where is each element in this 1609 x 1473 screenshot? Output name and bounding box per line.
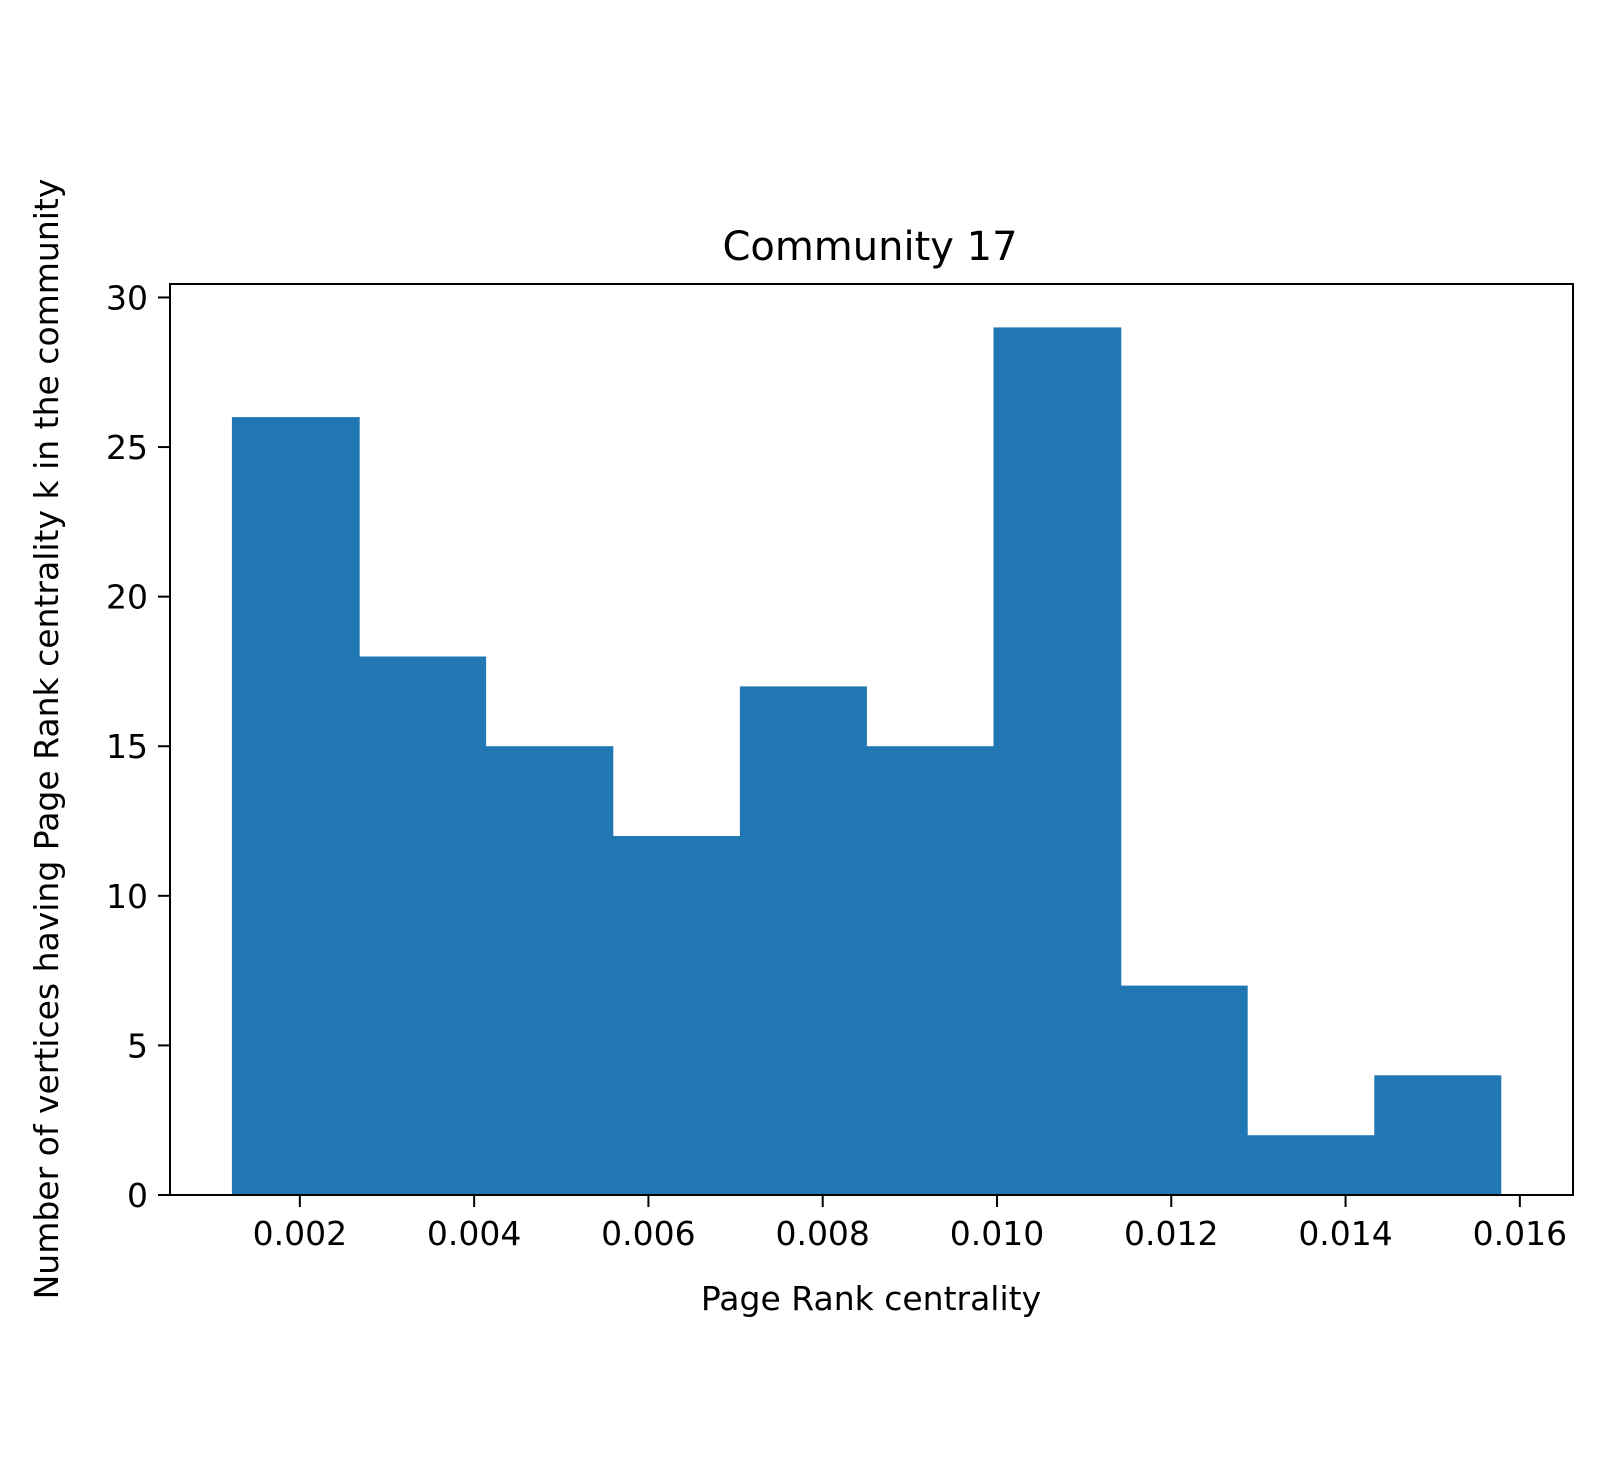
histogram-bar — [866, 746, 995, 1195]
x-axis-label: Page Rank centrality — [701, 1279, 1041, 1318]
x-tick-label: 0.012 — [1124, 1214, 1218, 1253]
y-tick-label: 20 — [106, 578, 148, 617]
y-tick-label: 0 — [127, 1176, 148, 1215]
y-tick-label: 25 — [106, 428, 148, 467]
x-tick-label: 0.014 — [1298, 1214, 1392, 1253]
histogram-bar — [1120, 985, 1248, 1195]
x-tick-label: 0.016 — [1473, 1214, 1567, 1253]
y-axis-label: Number of vertices having Page Rank cent… — [27, 179, 66, 1300]
x-tick-label: 0.008 — [775, 1214, 869, 1253]
histogram-bar — [485, 746, 614, 1195]
x-tick-label: 0.004 — [427, 1214, 521, 1253]
histogram-bar — [359, 656, 487, 1195]
y-tick-label: 5 — [127, 1026, 148, 1065]
y-tick-label: 30 — [106, 278, 148, 317]
histogram-bar — [612, 836, 741, 1195]
plot-frame — [169, 283, 1574, 1196]
y-axis-ticks: 0 5 10 15 20 25 30 — [106, 278, 170, 1215]
chart-title: Community 17 — [722, 224, 1017, 270]
histogram-bar — [1374, 1075, 1502, 1195]
histogram-bar — [231, 417, 360, 1196]
histogram-bar — [739, 686, 867, 1195]
y-tick-label: 10 — [106, 877, 148, 916]
x-axis-ticks: 0.002 0.004 0.006 0.008 0.010 0.012 0.014 0.016 — [253, 1195, 1567, 1253]
x-tick-label: 0.010 — [950, 1214, 1044, 1253]
y-tick-label: 15 — [106, 727, 148, 766]
histogram-bar — [993, 327, 1122, 1195]
histogram-bar — [1247, 1135, 1375, 1195]
x-tick-label: 0.006 — [601, 1214, 695, 1253]
x-tick-label: 0.002 — [253, 1214, 347, 1253]
bars-group — [231, 327, 1502, 1196]
